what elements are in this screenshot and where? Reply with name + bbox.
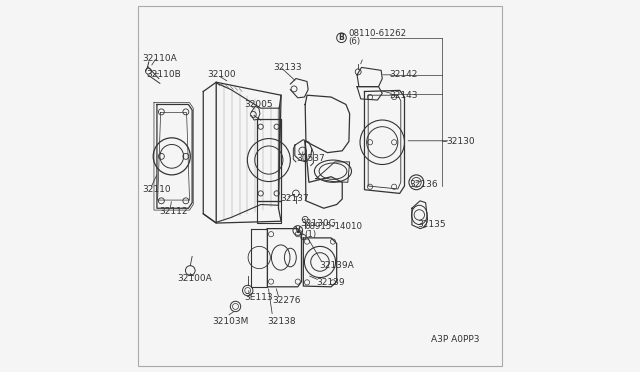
Text: (1): (1)	[305, 230, 317, 239]
Text: 32139: 32139	[316, 278, 345, 287]
Text: 32130: 32130	[446, 137, 475, 146]
Text: 32133: 32133	[274, 63, 302, 72]
Text: 32139A: 32139A	[319, 261, 354, 270]
Text: 32276: 32276	[273, 296, 301, 305]
Text: 32112: 32112	[159, 208, 188, 217]
Text: 32110: 32110	[142, 185, 171, 194]
Text: 32005: 32005	[244, 100, 273, 109]
Text: 32110B: 32110B	[147, 70, 181, 79]
Text: 32110A: 32110A	[142, 54, 177, 62]
Text: 32143: 32143	[390, 91, 418, 100]
Text: 30537: 30537	[296, 154, 324, 163]
Text: 08915-14010: 08915-14010	[305, 221, 362, 231]
Text: 32100A: 32100A	[177, 274, 212, 283]
Text: 32142: 32142	[390, 70, 418, 79]
Text: 32130G: 32130G	[301, 219, 337, 228]
Text: 32136: 32136	[409, 180, 438, 189]
Text: V: V	[295, 226, 301, 235]
Text: 32135: 32135	[417, 221, 445, 230]
Text: 32137: 32137	[280, 195, 308, 203]
Text: 32103M: 32103M	[212, 317, 249, 326]
Text: 32100: 32100	[207, 70, 236, 79]
Text: 3E113: 3E113	[244, 293, 273, 302]
Text: 32138: 32138	[267, 317, 296, 326]
Text: B: B	[339, 33, 344, 42]
Text: 08110-61262: 08110-61262	[348, 29, 406, 38]
Text: (6): (6)	[348, 37, 360, 46]
Text: A3P A0PP3: A3P A0PP3	[431, 335, 480, 344]
